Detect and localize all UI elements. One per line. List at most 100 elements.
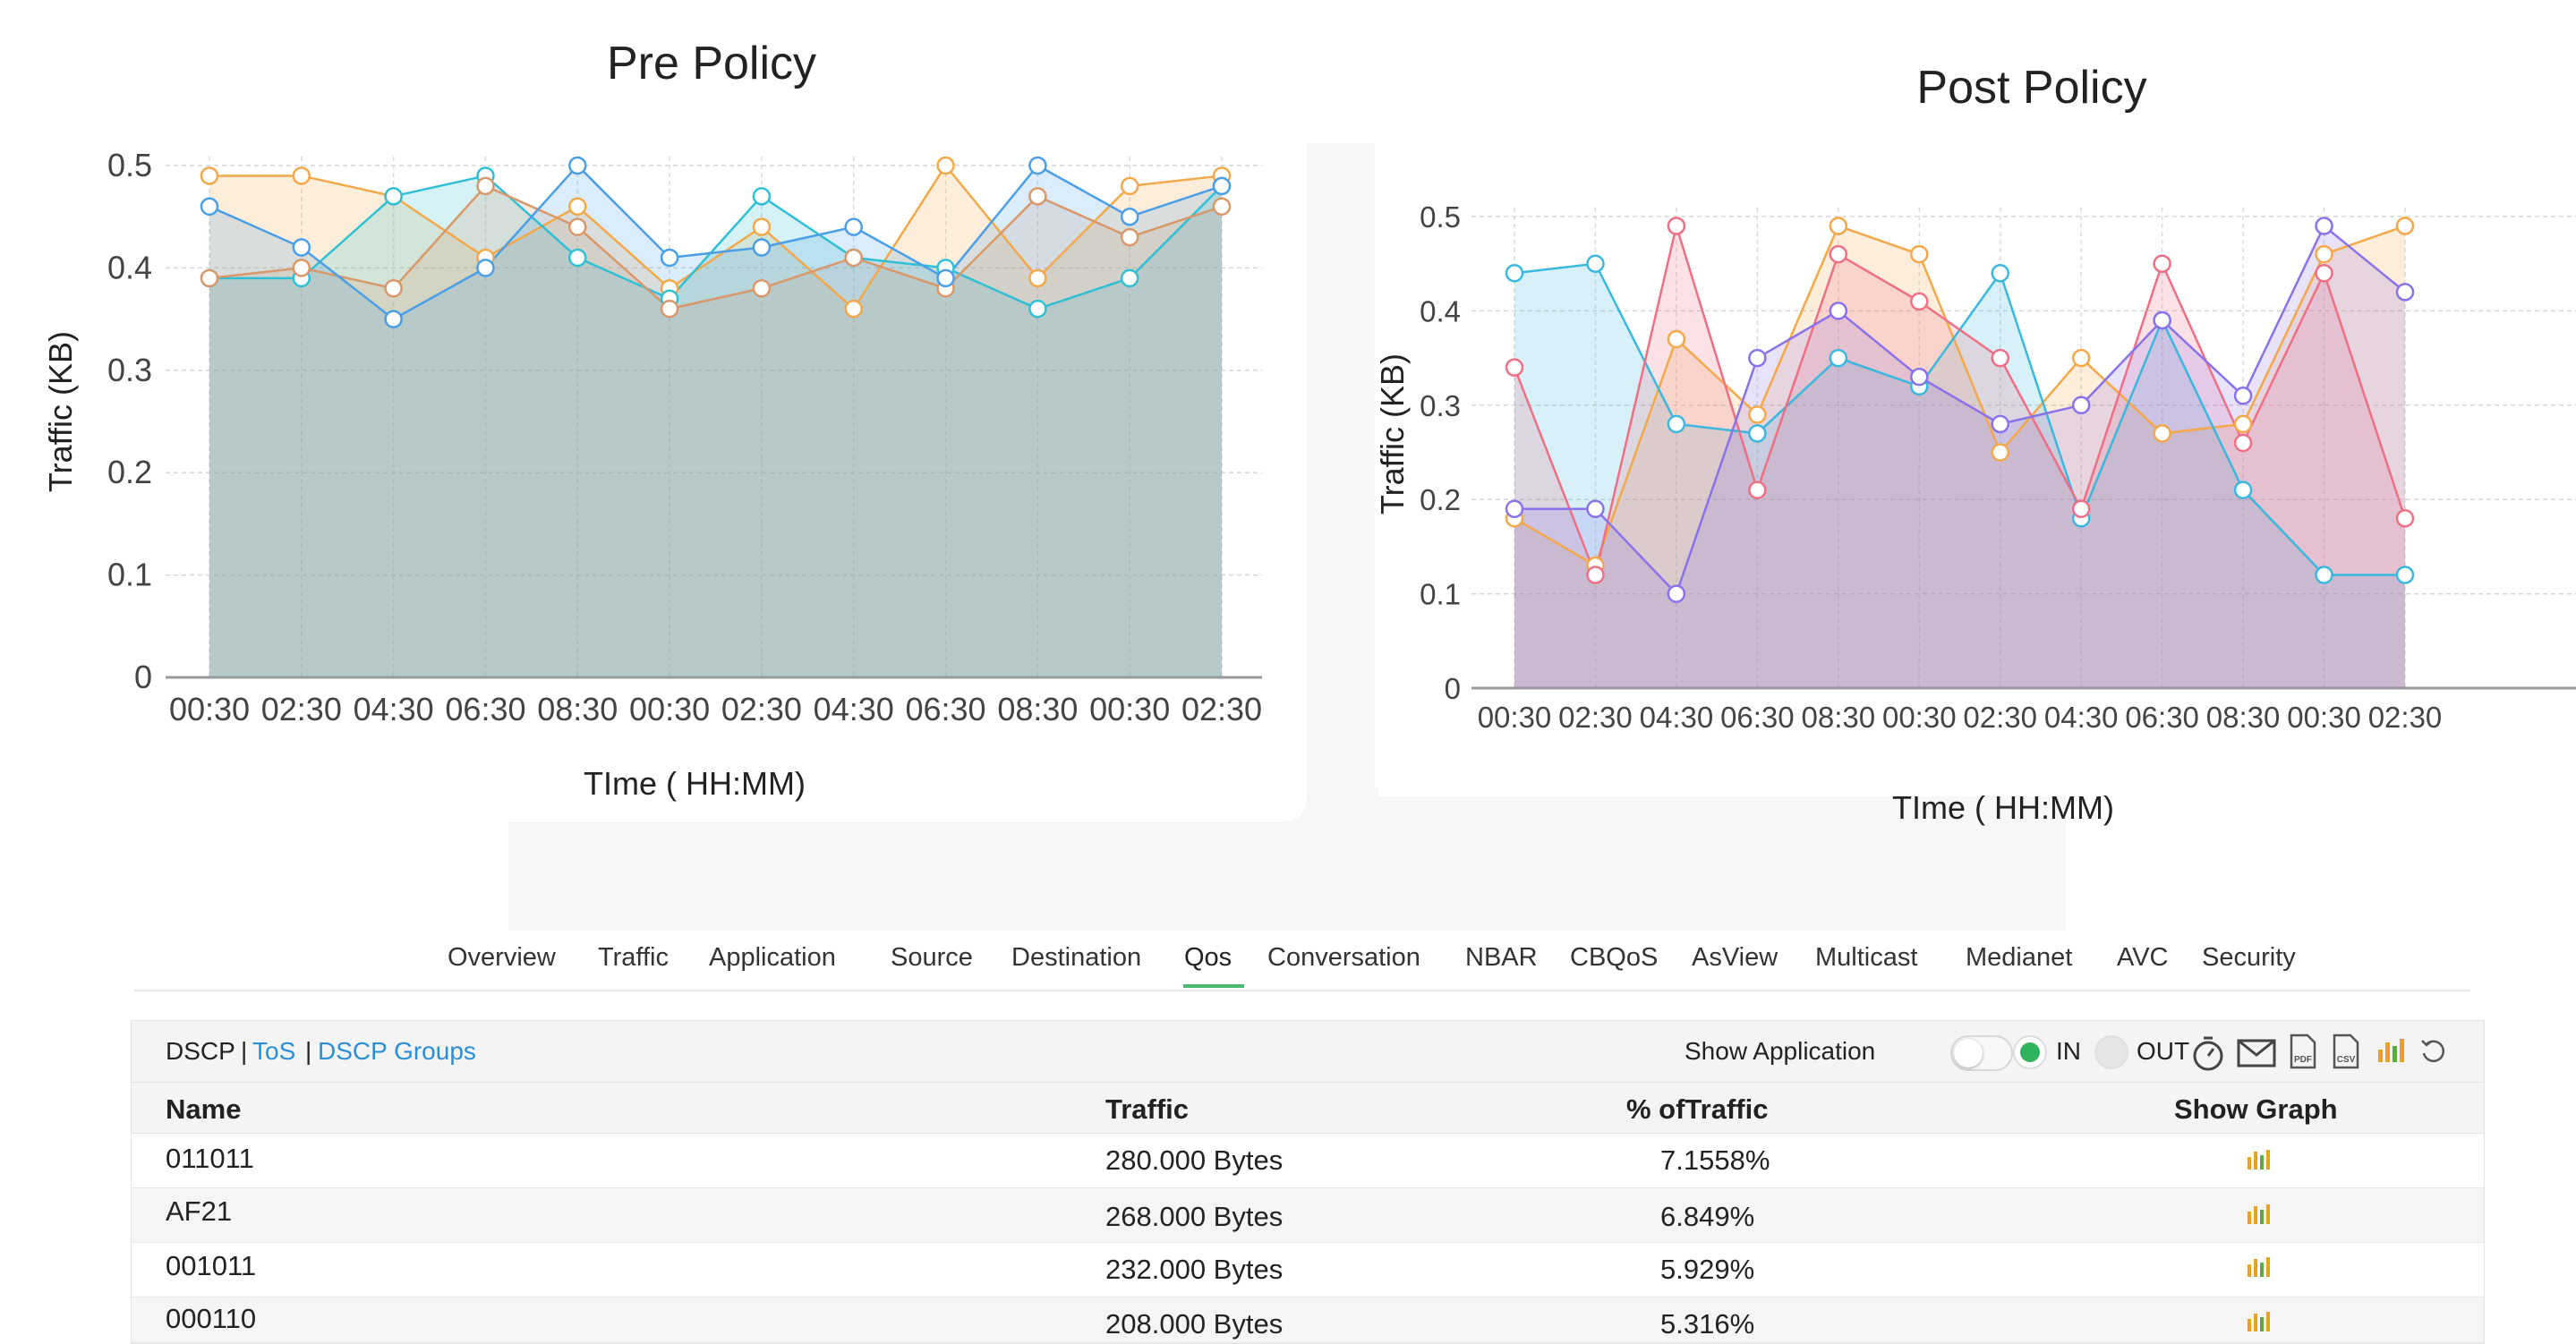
row-traffic: 232.000 Bytes	[1105, 1254, 1284, 1285]
data-point	[568, 248, 587, 268]
chart-title: Pre Policy	[607, 38, 816, 89]
data-point	[2071, 499, 2091, 518]
x-tick-label: 06:30	[1720, 701, 1795, 734]
x-tick-label: 00:30	[1882, 701, 1957, 734]
background-panel-right	[1307, 143, 1378, 796]
graph-bar	[2254, 1259, 2257, 1277]
graph-bar	[2260, 1317, 2264, 1331]
data-point	[2315, 566, 2333, 584]
y-tick-label: 0.1	[1420, 578, 1461, 611]
post-policy-chart: Post Policy Traffic (KB) TIme ( HH:MM) 0…	[1375, 0, 2576, 826]
qos-table-panel: DSCP | ToS | DSCP Groups Show Applicatio…	[131, 1020, 2485, 1344]
data-point	[1991, 414, 2009, 434]
x-tick-label: 08:30	[1802, 701, 1876, 734]
x-tick-label: 00:30	[1089, 691, 1170, 727]
graph-bar	[2260, 1210, 2264, 1224]
refresh-icon[interactable]	[2419, 1037, 2448, 1066]
header-percent[interactable]: % ofTraffic	[1626, 1093, 1769, 1125]
tos-link[interactable]: ToS	[252, 1037, 296, 1065]
row-percent: 7.1558%	[1660, 1144, 1770, 1176]
data-point	[1505, 499, 1524, 518]
data-point	[1910, 292, 1929, 311]
x-tick-label: 02:30	[1558, 701, 1633, 734]
graph-bar	[2248, 1157, 2251, 1170]
show-graph-icon[interactable]	[2246, 1203, 2273, 1224]
data-point	[2153, 310, 2171, 330]
tab-medianet[interactable]: Medianet	[1966, 943, 2073, 972]
data-point	[1910, 244, 1929, 264]
tab-security[interactable]: Security	[2202, 943, 2296, 972]
toggle-knob	[1954, 1039, 1983, 1068]
show-application-toggle[interactable]	[1950, 1035, 2013, 1071]
data-point	[200, 197, 219, 217]
report-tabs: Overview Traffic Application Source Dest…	[134, 922, 2470, 991]
in-radio[interactable]	[2013, 1035, 2047, 1069]
show-graph-icon[interactable]	[2246, 1255, 2273, 1277]
show-graph-icon[interactable]	[2246, 1148, 2273, 1170]
data-point	[384, 187, 403, 206]
csv-icon[interactable]: CSV	[2332, 1034, 2360, 1069]
row-traffic: 280.000 Bytes	[1105, 1144, 1284, 1176]
data-point	[1829, 302, 1848, 320]
data-point	[1991, 348, 2009, 368]
data-point	[1120, 227, 1139, 247]
dscp-label: DSCP	[166, 1037, 235, 1065]
data-point	[1829, 244, 1848, 264]
data-point	[1991, 263, 2009, 283]
y-axis-label: Traffic (KB)	[1375, 353, 1411, 515]
x-tick-label: 02:30	[2368, 701, 2443, 734]
data-point	[1028, 268, 1047, 288]
header-traffic[interactable]: Traffic	[1105, 1093, 1190, 1125]
row-traffic: 268.000 Bytes	[1105, 1201, 1284, 1232]
tab-cbqos[interactable]: CBQoS	[1570, 943, 1659, 972]
graph-bar	[2260, 1263, 2264, 1277]
tab-overview[interactable]: Overview	[448, 943, 556, 972]
tab-avc[interactable]: AVC	[2117, 943, 2169, 972]
data-point	[660, 248, 679, 268]
data-point	[1212, 197, 1232, 217]
x-tick-label: 02:30	[1963, 701, 2037, 734]
header-name[interactable]: Name	[166, 1093, 242, 1125]
row-percent: 5.316%	[1660, 1308, 1755, 1340]
show-graph-icon[interactable]	[2246, 1310, 2273, 1331]
pdf-icon[interactable]: PDF	[2289, 1034, 2317, 1069]
tab-conversation[interactable]: Conversation	[1267, 943, 1420, 972]
active-tab-indicator	[1183, 984, 1244, 988]
row-percent: 5.929%	[1660, 1254, 1755, 1285]
data-point	[752, 238, 772, 257]
out-radio[interactable]	[2094, 1035, 2128, 1069]
y-tick-label: 0.4	[107, 249, 152, 285]
data-point	[2395, 566, 2415, 584]
x-tick-label: 04:30	[1640, 701, 1714, 734]
series-line	[209, 184, 1223, 310]
y-tick-label: 0.3	[107, 352, 152, 388]
data-point	[292, 166, 311, 185]
series-area	[1514, 225, 2405, 689]
chart-icon[interactable]	[2376, 1037, 2405, 1064]
tab-application[interactable]: Application	[709, 943, 836, 972]
x-tick-label: 06:30	[2125, 701, 2199, 734]
data-point	[2071, 348, 2091, 368]
table-row: 011011 280.000 Bytes 7.1558%	[132, 1134, 2484, 1188]
tab-qos[interactable]: Qos	[1184, 943, 1233, 972]
dscp-groups-link[interactable]: DSCP Groups	[318, 1037, 476, 1065]
row-traffic: 208.000 Bytes	[1105, 1308, 1284, 1340]
x-tick-label: 00:30	[629, 691, 710, 727]
data-point	[2233, 387, 2253, 405]
data-point	[1505, 263, 1524, 283]
series-line	[209, 163, 1223, 311]
tab-traffic[interactable]: Traffic	[598, 943, 669, 972]
data-point	[1120, 207, 1139, 226]
x-tick-label: 00:30	[169, 691, 250, 727]
graph-bar	[2266, 1312, 2270, 1331]
mail-icon[interactable]	[2237, 1039, 2276, 1068]
y-tick-label: 0	[134, 659, 152, 695]
tab-multicast[interactable]: Multicast	[1815, 943, 1918, 972]
tab-asview[interactable]: AsView	[1692, 943, 1778, 972]
tab-destination[interactable]: Destination	[1011, 943, 1142, 972]
stopwatch-icon[interactable]	[2190, 1034, 2226, 1073]
tab-source[interactable]: Source	[891, 943, 973, 972]
tab-nbar[interactable]: NBAR	[1465, 943, 1538, 972]
header-show-graph: Show Graph	[2174, 1093, 2338, 1125]
x-tick-label: 00:30	[1478, 701, 1552, 734]
